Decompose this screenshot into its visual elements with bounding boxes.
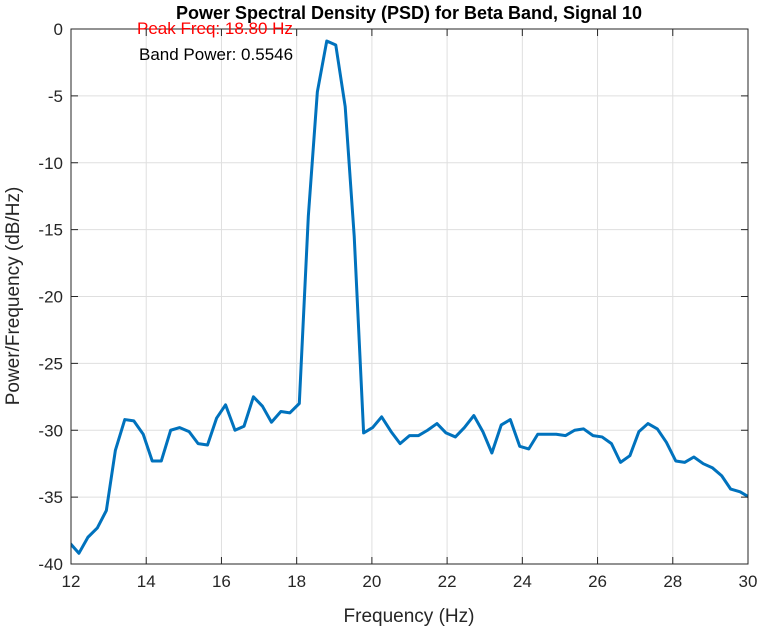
y-tick-label: -20 <box>38 288 63 307</box>
x-tick-label: 26 <box>588 572 607 591</box>
annotation: Peak Freq: 18.80 Hz <box>137 19 293 38</box>
y-tick-label: 0 <box>54 20 63 39</box>
x-tick-label: 18 <box>287 572 306 591</box>
y-tick-label: -15 <box>38 221 63 240</box>
y-tick-label: -30 <box>38 421 63 440</box>
x-tick-label: 22 <box>438 572 457 591</box>
y-tick-label: -10 <box>38 154 63 173</box>
x-tick-label: 30 <box>739 572 758 591</box>
x-tick-label: 12 <box>62 572 81 591</box>
chart-title: Power Spectral Density (PSD) for Beta Ba… <box>176 3 642 23</box>
data-line <box>71 39 748 555</box>
y-tick-label: -25 <box>38 354 63 373</box>
x-tick-label: 28 <box>663 572 682 591</box>
x-tick-label: 14 <box>137 572 156 591</box>
x-tick-label: 16 <box>212 572 231 591</box>
x-axis-label: Frequency (Hz) <box>344 606 475 627</box>
y-tick-label: -40 <box>38 555 63 574</box>
x-tick-label: 20 <box>362 572 381 591</box>
annotation: Band Power: 0.5546 <box>139 45 293 64</box>
y-tick-label: -5 <box>48 87 63 106</box>
x-tick-label: 24 <box>513 572 532 591</box>
y-tick-label: -35 <box>38 488 63 507</box>
y-axis-label: Power/Frequency (dB/Hz) <box>3 187 24 406</box>
